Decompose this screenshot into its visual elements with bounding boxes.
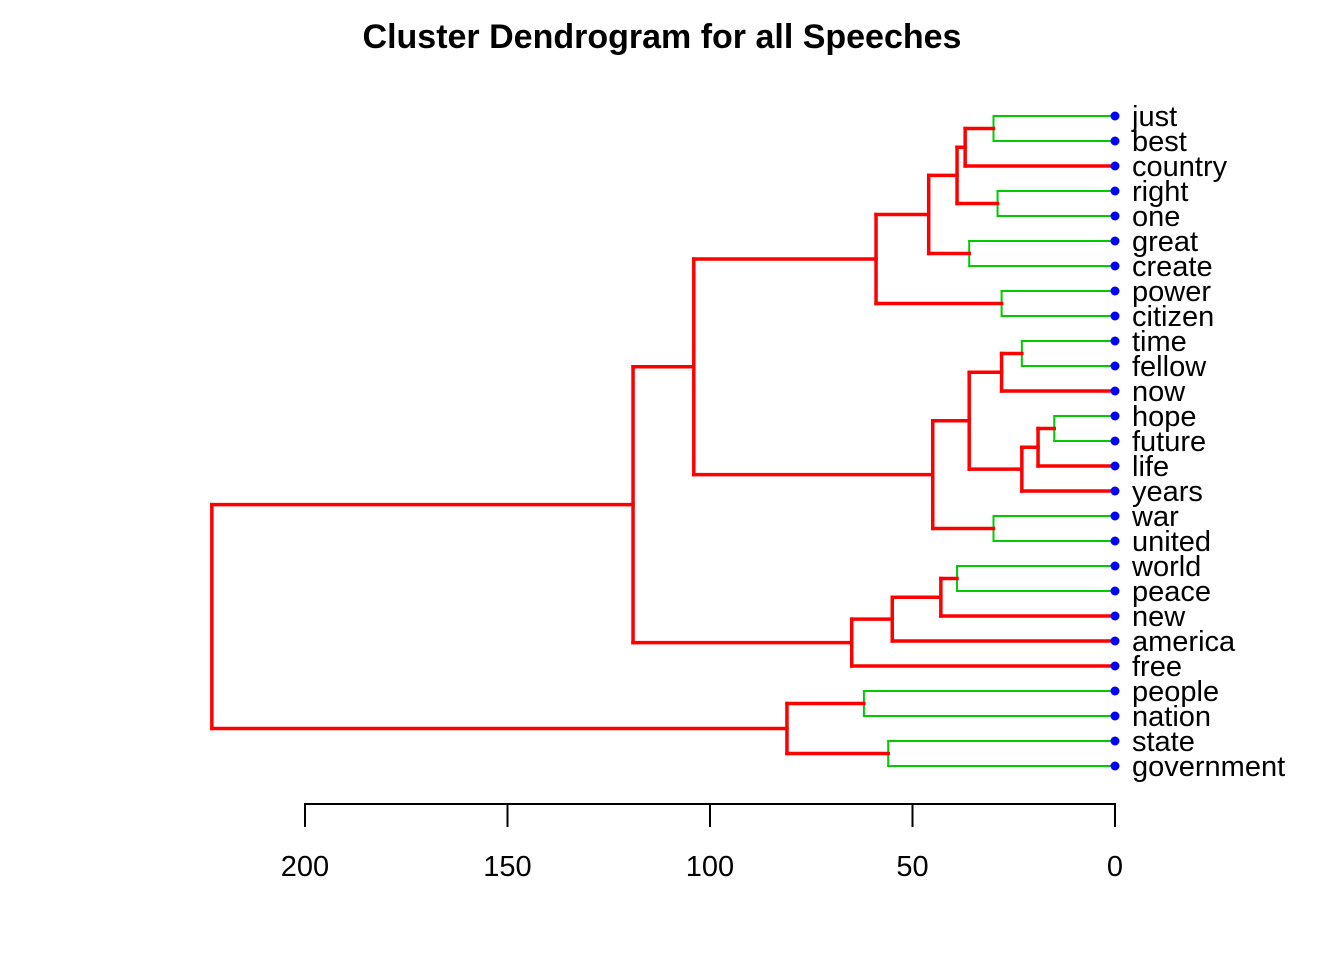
leaf-point-government — [1110, 761, 1120, 771]
leaf-point-create — [1110, 261, 1120, 271]
x-tick-label-200: 200 — [281, 851, 329, 883]
leaf-point-world — [1110, 561, 1120, 571]
leaf-label-right: right — [1132, 176, 1188, 208]
leaf-label-one: one — [1132, 201, 1180, 233]
leaf-point-time — [1110, 336, 1120, 346]
leaf-label-future: future — [1132, 426, 1206, 458]
leaf-label-citizen: citizen — [1132, 301, 1214, 333]
leaf-point-nation — [1110, 711, 1120, 721]
leaf-label-just: just — [1131, 101, 1177, 133]
leaf-point-now — [1110, 386, 1120, 396]
x-tick-label-100: 100 — [686, 851, 734, 883]
leaf-label-power: power — [1132, 276, 1211, 308]
leaf-label-best: best — [1132, 126, 1187, 158]
leaf-point-hope — [1110, 411, 1120, 421]
leaf-label-peace: peace — [1132, 576, 1211, 608]
leaf-label-government: government — [1132, 751, 1285, 783]
leaf-point-power — [1110, 286, 1120, 296]
leaf-label-new: new — [1132, 601, 1186, 633]
leaf-label-now: now — [1132, 376, 1186, 408]
leaf-point-state — [1110, 736, 1120, 746]
leaf-point-future — [1110, 436, 1120, 446]
leaf-label-fellow: fellow — [1132, 351, 1207, 383]
leaf-point-great — [1110, 236, 1120, 246]
leaf-label-country: country — [1132, 151, 1228, 183]
leaf-point-war — [1110, 511, 1120, 521]
leaf-label-free: free — [1132, 651, 1182, 683]
x-tick-label-150: 150 — [483, 851, 531, 883]
leaf-label-nation: nation — [1132, 701, 1211, 733]
leaf-point-country — [1110, 161, 1120, 171]
x-tick-label-0: 0 — [1107, 851, 1123, 883]
leaf-label-time: time — [1132, 326, 1187, 358]
leaf-point-united — [1110, 536, 1120, 546]
leaf-label-hope: hope — [1132, 401, 1197, 433]
leaf-label-people: people — [1132, 676, 1219, 708]
leaf-label-united: united — [1132, 526, 1211, 558]
leaf-point-america — [1110, 636, 1120, 646]
leaf-point-citizen — [1110, 311, 1120, 321]
leaf-point-one — [1110, 211, 1120, 221]
leaf-point-new — [1110, 611, 1120, 621]
leaf-point-right — [1110, 186, 1120, 196]
leaf-point-just — [1110, 111, 1120, 121]
leaf-label-state: state — [1132, 726, 1195, 758]
leaf-label-world: world — [1131, 551, 1201, 583]
x-tick-label-50: 50 — [896, 851, 928, 883]
leaf-label-years: years — [1132, 476, 1203, 508]
leaf-label-create: create — [1132, 251, 1213, 283]
leaf-label-america: america — [1132, 626, 1236, 658]
leaf-point-best — [1110, 136, 1120, 146]
leaf-point-years — [1110, 486, 1120, 496]
leaf-label-great: great — [1132, 226, 1198, 258]
leaf-point-life — [1110, 461, 1120, 471]
leaf-label-life: life — [1132, 451, 1169, 483]
leaf-point-free — [1110, 661, 1120, 671]
leaf-point-people — [1110, 686, 1120, 696]
leaf-label-war: war — [1131, 501, 1179, 533]
leaf-point-fellow — [1110, 361, 1120, 371]
leaf-point-peace — [1110, 586, 1120, 596]
chart-title: Cluster Dendrogram for all Speeches — [362, 18, 962, 56]
